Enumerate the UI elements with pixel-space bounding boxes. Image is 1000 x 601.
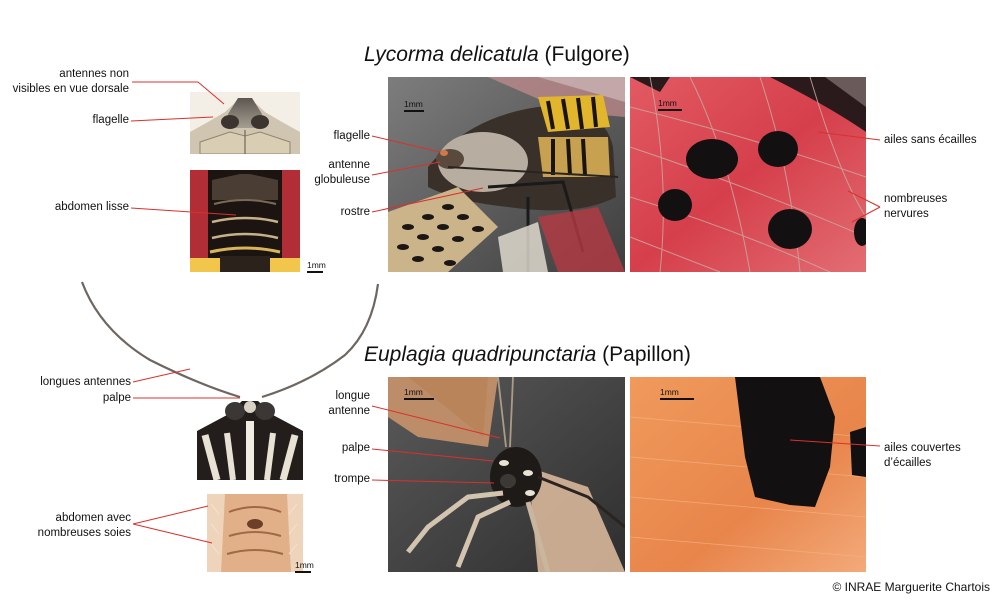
scale-bar-euplagia-wing: 1mm	[660, 387, 694, 400]
lycorma-title: Lycorma delicatula (Fulgore)	[364, 43, 630, 67]
label-longue-antenne: longue antenne	[328, 390, 370, 417]
label-trompe: trompe	[334, 473, 370, 485]
label-abdomen-soies: abdomen avec nombreuses soies	[37, 512, 131, 539]
label-ailes-couvertes-ecailles: ailes couvertes d’écailles	[884, 442, 961, 469]
lycorma-ventral-photo	[388, 77, 625, 272]
label-rostre: rostre	[340, 206, 370, 218]
scale-bar-lycorma-ventral: 1mm	[404, 99, 424, 112]
scale-bar-lycorma-wing: 1mm	[658, 98, 682, 111]
scale-label: 1mm	[404, 387, 423, 397]
lycorma-abdomen-photo	[190, 170, 300, 272]
lycorma-common-name: (Fulgore)	[538, 43, 630, 66]
lycorma-species-name: Lycorma delicatula	[364, 43, 539, 66]
scale-label: 1mm	[658, 98, 677, 108]
copyright-credit: © INRAE Marguerite Chartois	[832, 580, 990, 594]
euplagia-species-name: Euplagia quadripunctaria	[364, 343, 597, 366]
scale-label: 1mm	[404, 99, 423, 109]
scale-bar-lycorma-abdomen: 1mm	[307, 260, 326, 273]
label-abdomen-lisse: abdomen lisse	[54, 201, 129, 213]
label-antennes-non-visibles: antennes non visibles en vue dorsale	[12, 68, 129, 95]
scale-label: 1mm	[307, 260, 326, 270]
label-flagelle-ventral: flagelle	[333, 130, 370, 142]
euplagia-head-dorsal-photo	[197, 393, 303, 480]
scale-bar-euplagia-abdomen: 1mm	[295, 560, 314, 573]
label-flagelle-dorsal: flagelle	[92, 114, 129, 126]
scale-bar-euplagia-ventral: 1mm	[404, 387, 434, 400]
euplagia-common-name: (Papillon)	[596, 343, 691, 366]
euplagia-title: Euplagia quadripunctaria (Papillon)	[364, 343, 691, 367]
lycorma-wing-photo	[630, 77, 866, 272]
scale-label: 1mm	[660, 387, 679, 397]
euplagia-abdomen-photo	[207, 494, 303, 572]
label-nombreuses-nervures: nombreuses nervures	[884, 193, 948, 220]
euplagia-wing-photo	[630, 377, 866, 572]
euplagia-ventral-photo	[388, 377, 625, 572]
scale-label: 1mm	[295, 560, 314, 570]
label-palpe-ventral: palpe	[341, 442, 370, 454]
lycorma-head-dorsal-photo	[190, 92, 300, 154]
label-longues-antennes: longues antennes	[40, 376, 131, 388]
label-palpe-dorsal: palpe	[102, 392, 131, 404]
label-ailes-sans-ecailles: ailes sans écailles	[884, 134, 977, 146]
label-antenne-globuleuse: antenne globuleuse	[314, 159, 370, 186]
